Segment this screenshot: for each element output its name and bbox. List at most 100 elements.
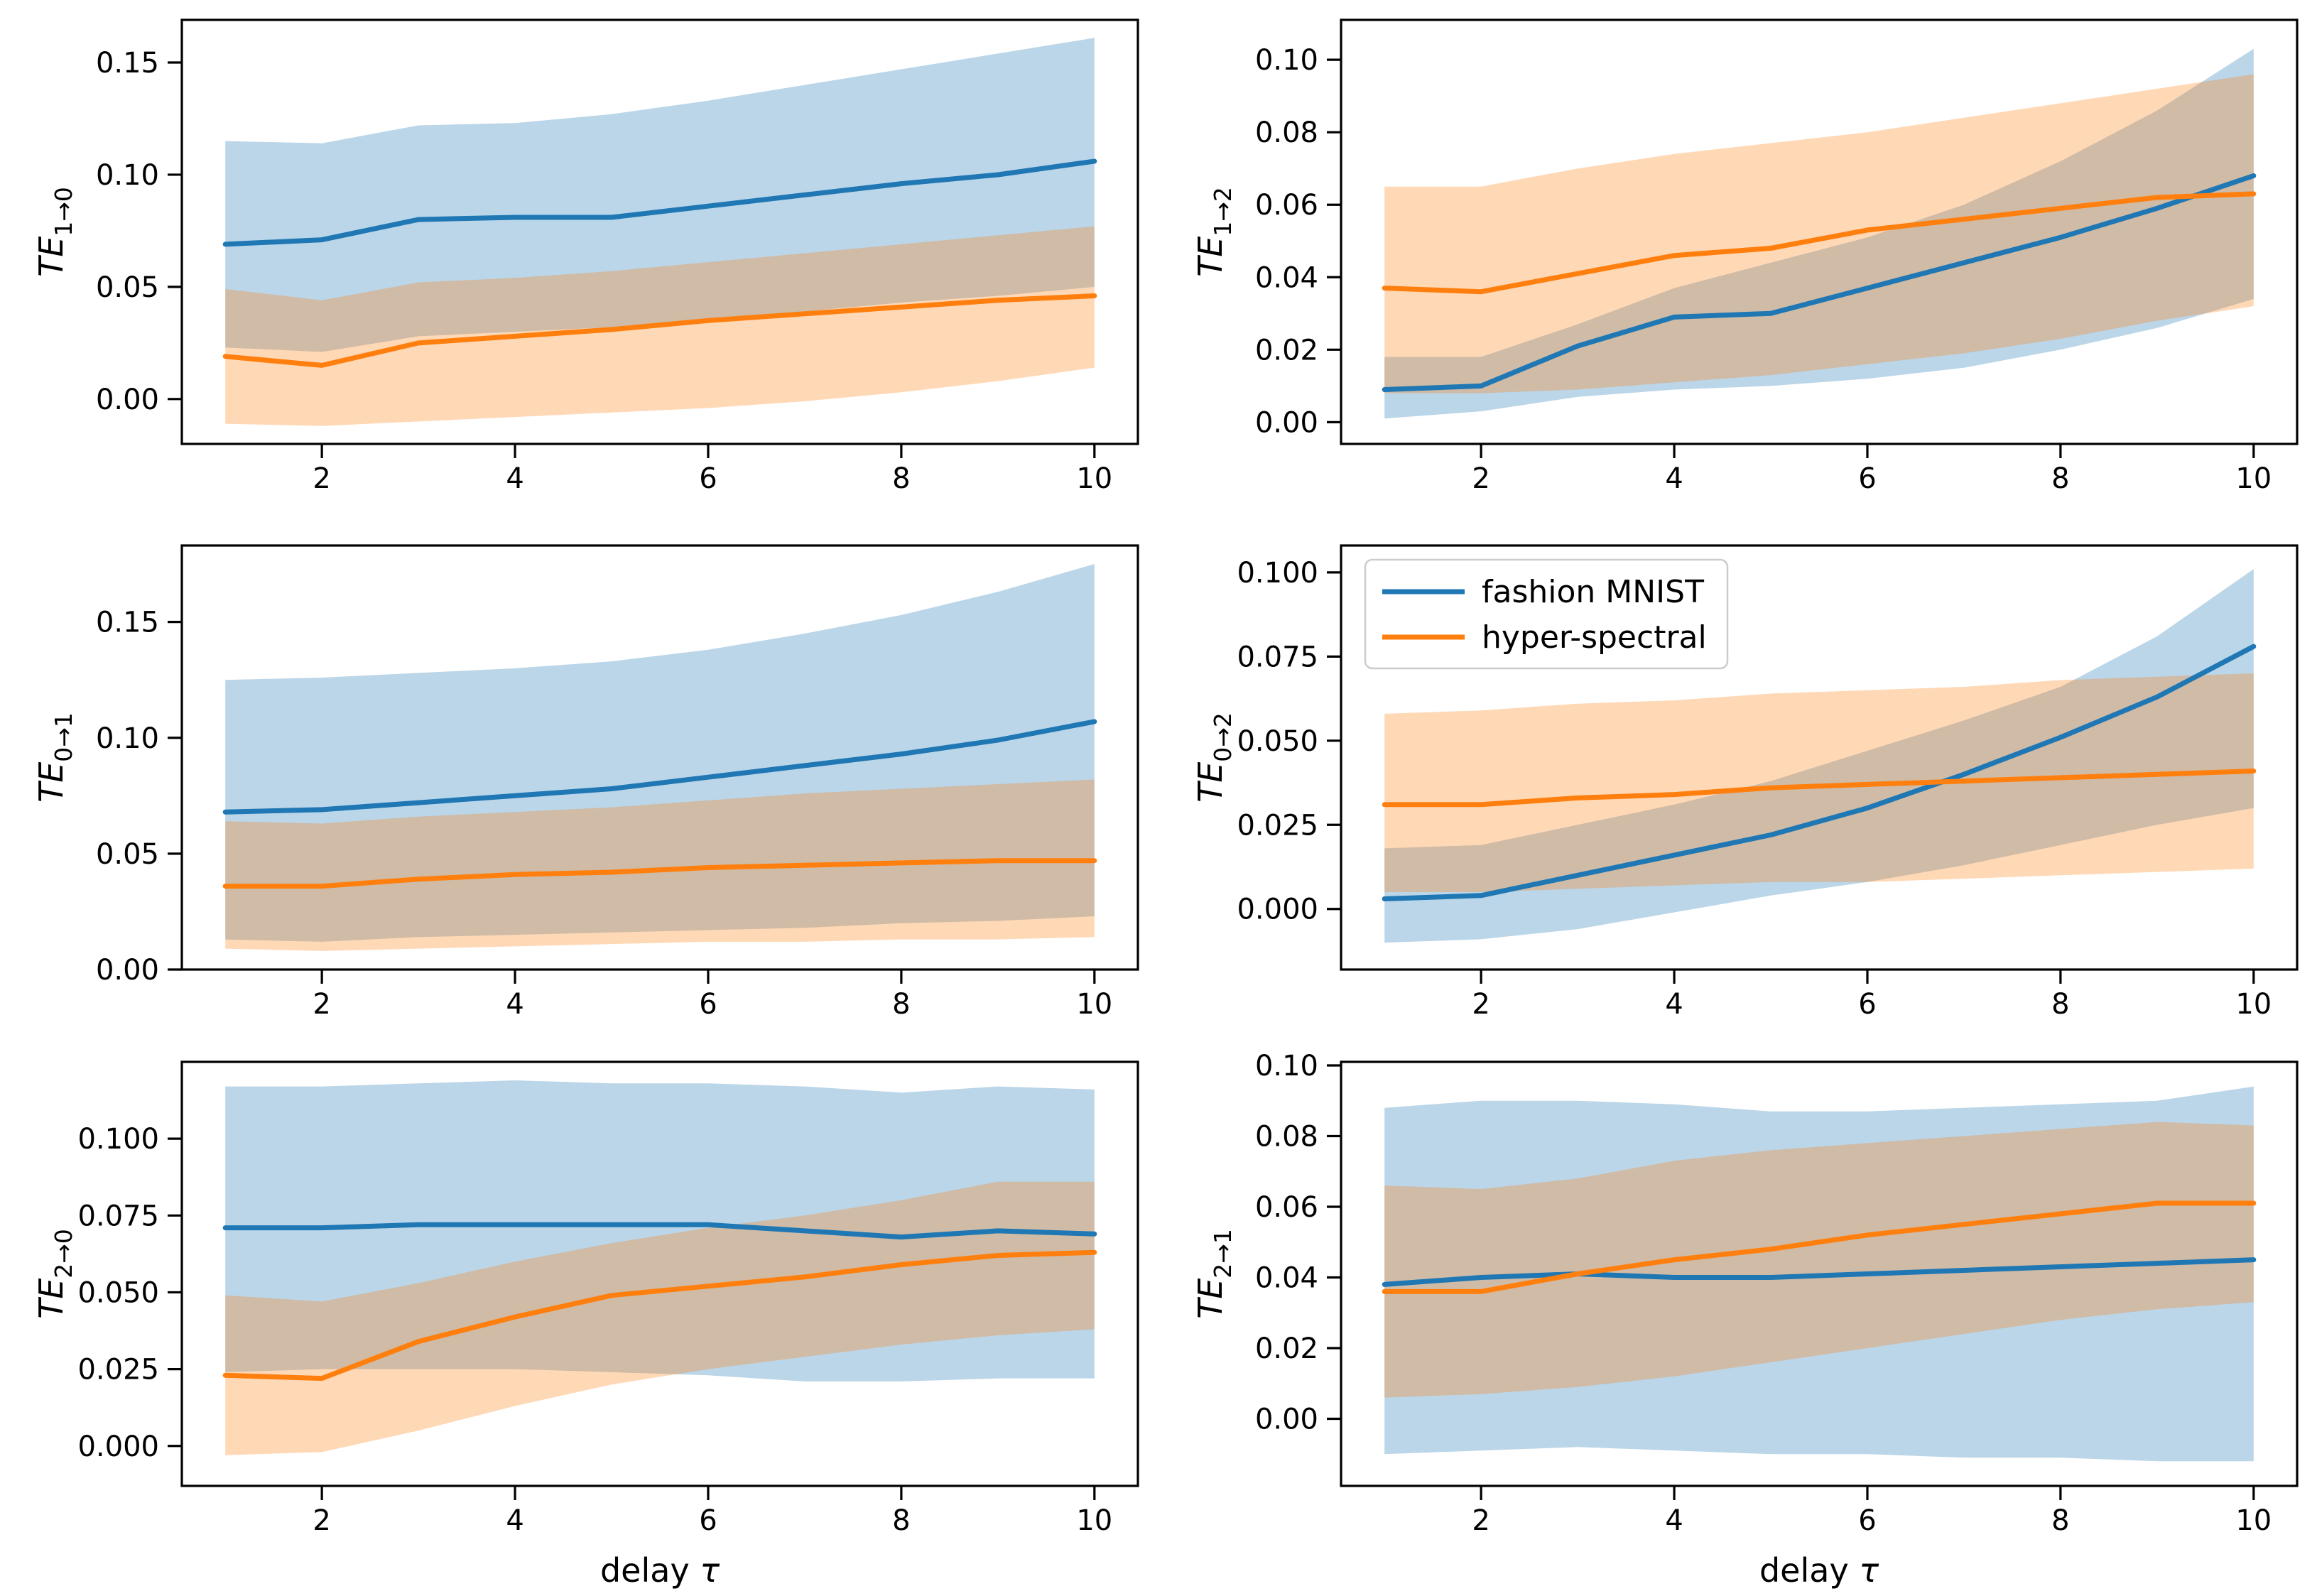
line-fashion-mnist [1382,1257,2257,1287]
line-hyper-spectral [222,1249,1097,1381]
y-tick-label: 0.050 [1237,725,1318,758]
x-tick-label: 2 [1472,1504,1490,1537]
x-tick-label: 6 [1858,462,1876,495]
x-tick-label: 4 [506,988,523,1021]
y-axis-label: TE1→0 [32,187,77,277]
y-tick-label: 0.00 [1255,406,1318,439]
axes-spines [180,18,1139,445]
x-tick-label: 2 [1472,988,1490,1021]
y-tick-label: 0.025 [77,1354,159,1386]
x-tick-label: 4 [1665,462,1683,495]
y-tick-label: 0.02 [1255,334,1318,367]
x-tick-label: 10 [1076,462,1112,495]
y-tick-label: 0.00 [1255,1403,1318,1435]
y-tick-label: 0.10 [1255,1050,1318,1082]
axes-spines [1340,544,2299,971]
x-tick-label: 2 [313,988,330,1021]
x-axis-label: delay τ [1759,1551,1879,1590]
y-tick-label: 0.10 [96,159,159,192]
confidence-band-fashion-mnist [1384,569,2254,943]
x-tick-label: 4 [506,462,523,495]
x-tick-label: 2 [313,1504,330,1537]
line-hyper-spectral [222,293,1097,368]
x-tick-label: 8 [2051,1504,2069,1537]
axes-spines [180,1060,1139,1487]
line-fashion-mnist [222,719,1097,815]
line-hyper-spectral [222,858,1097,889]
subplot-te-0-1: 2 4 6 8 10 0.00 0.05 0.10 0.15 TE0→1 [32,544,1139,1021]
legend-label-hyper-spectral: hyper-spectral [1482,619,1707,656]
line-hyper-spectral [1382,1200,2257,1294]
y-tick-label: 0.04 [1255,261,1318,294]
confidence-band-fashion-mnist [225,564,1095,942]
line-fashion-mnist [222,1222,1097,1240]
x-tick-label: 4 [506,1504,523,1537]
y-tick-label: 0.15 [96,47,159,80]
y-tick-label: 0.000 [77,1431,159,1463]
x-tick-label: 6 [699,1504,717,1537]
y-tick-label: 0.05 [96,271,159,304]
confidence-band-hyper-spectral [1384,673,2254,892]
line-fashion-mnist [1382,173,2257,392]
x-tick-label: 2 [313,462,330,495]
y-tick-label: 0.02 [1255,1332,1318,1365]
x-tick-label: 8 [892,462,910,495]
y-tick-label: 0.08 [1255,1120,1318,1153]
y-tick-label: 0.10 [96,722,159,755]
x-tick-label: 10 [2235,1504,2272,1537]
y-tick-label: 0.05 [96,838,159,871]
y-tick-label: 0.00 [96,384,159,416]
x-tick-label: 2 [1472,462,1490,495]
axes-spines [1340,18,2299,445]
confidence-band-hyper-spectral [225,779,1095,951]
confidence-band-fashion-mnist [225,38,1095,352]
y-tick-label: 0.06 [1255,189,1318,222]
x-tick-label: 6 [1858,1504,1876,1537]
confidence-band-hyper-spectral [1384,1122,2254,1398]
y-axis-label: TE0→1 [32,712,77,803]
y-tick-label: 0.08 [1255,116,1318,149]
confidence-band-fashion-mnist [225,1080,1095,1381]
y-tick-label: 0.075 [77,1200,159,1232]
confidence-band-hyper-spectral [1384,74,2254,393]
axes-spines [180,544,1139,971]
legend-box [1364,558,1729,670]
confidence-band-fashion-mnist [1384,48,2254,419]
y-tick-label: 0.050 [77,1276,159,1309]
x-tick-label: 4 [1665,1504,1683,1537]
legend-label-fashion-mnist: fashion MNIST [1482,574,1704,610]
y-axis-label: TE2→0 [32,1229,77,1319]
x-tick-label: 10 [1076,1504,1112,1537]
x-tick-label: 4 [1665,988,1683,1021]
y-tick-label: 0.075 [1237,641,1318,673]
subplot-te-1-0: 2 4 6 8 10 0.00 0.05 0.10 0.15 TE1→0 [32,18,1139,495]
x-tick-label: 10 [1076,988,1112,1021]
y-tick-label: 0.100 [1237,557,1318,590]
y-axis-label: TE0→2 [1191,712,1237,803]
y-tick-label: 0.06 [1255,1191,1318,1224]
subplot-te-1-2: 2 4 6 8 10 0.00 0.02 0.04 0.06 0.08 0.10 TE1→2 [1191,18,2299,495]
y-axis-label: TE2→1 [1191,1229,1237,1319]
subplot-te-2-0: 2 4 6 8 10 0.000 0.025 0.050 0.075 0.100 TE2→0 dela… [32,1060,1139,1590]
x-tick-label: 8 [2051,462,2069,495]
y-tick-label: 0.10 [1255,44,1318,77]
axes-spines [1340,1060,2299,1487]
y-tick-label: 0.100 [77,1123,159,1156]
y-tick-label: 0.000 [1237,894,1318,926]
x-tick-label: 6 [699,988,717,1021]
x-tick-label: 8 [892,1504,910,1537]
subplot-te-2-1: 2 4 6 8 10 0.00 0.02 0.04 0.06 0.08 0.10 TE2→1 delay… [1191,1050,2299,1590]
x-tick-label: 8 [2051,988,2069,1021]
y-axis-label: TE1→2 [1191,187,1237,277]
confidence-band-hyper-spectral [225,1181,1095,1455]
x-tick-label: 6 [699,462,717,495]
line-fashion-mnist [222,158,1097,247]
y-tick-label: 0.00 [96,954,159,987]
x-axis-label: delay τ [600,1551,720,1590]
legend: fashion MNIST hyper-spectral [1364,558,1729,670]
subplot-te-0-2: 2 4 6 8 10 0.000 0.025 0.050 0.075 0.100 TE0→2 fash… [1191,544,2299,1021]
line-hyper-spectral [1382,191,2257,295]
y-tick-label: 0.025 [1237,809,1318,842]
